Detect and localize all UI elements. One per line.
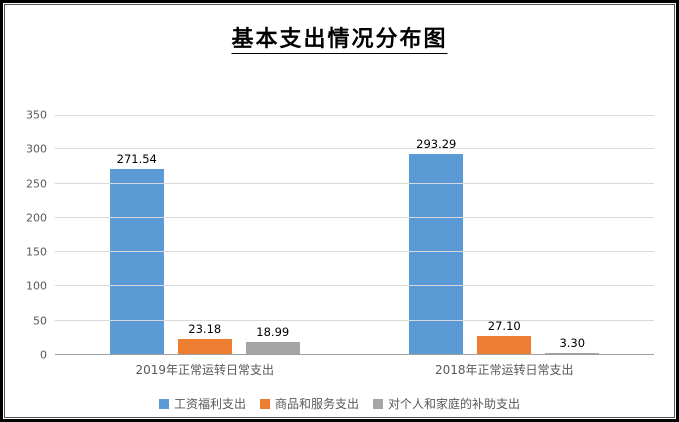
x-axis-label-1: 2019年正常运转日常支出 <box>135 363 275 377</box>
legend-swatch-icon <box>259 398 270 409</box>
legend-swatch-icon <box>373 398 383 409</box>
bar-series-3-group-2: 3.30 <box>545 336 600 355</box>
legend-item-2: 商品和服务支出 <box>259 395 359 412</box>
data-label: 18.99 <box>256 324 290 339</box>
legend-label: 商品和服务支出 <box>274 397 359 411</box>
y-tick-label-50: 50 <box>33 314 47 328</box>
bar-series-2-group-1: 23.18 <box>177 322 232 355</box>
bar-series-3-group-1: 18.99 <box>245 325 300 355</box>
y-tick-label-200: 200 <box>26 211 47 225</box>
gridline-200 <box>55 216 654 218</box>
y-tick-label-100: 100 <box>26 279 47 293</box>
bar-series-1-group-2: 293.29 <box>409 137 464 355</box>
legend-label: 工资福利支出 <box>173 397 246 411</box>
gridline-250 <box>55 182 654 184</box>
gridline-150 <box>55 251 654 253</box>
y-tick-label-0: 0 <box>40 348 47 362</box>
legend-item-3: 对个人和家庭的补助支出 <box>373 395 520 412</box>
bar-series-1-group-1: 271.54 <box>109 152 164 355</box>
data-label: 271.54 <box>116 151 157 166</box>
x-axis-line <box>55 354 654 355</box>
y-tick-label-250: 250 <box>26 177 47 191</box>
x-axis-label-2: 2018年正常运转日常支出 <box>434 363 574 377</box>
data-label: 3.30 <box>559 335 586 350</box>
legend-label: 对个人和家庭的补助支出 <box>388 397 521 411</box>
y-tick-label-350: 350 <box>26 108 47 122</box>
gridline-300 <box>55 148 654 150</box>
gridline-100 <box>55 285 654 287</box>
plot-area: 271.54 23.18 18.99 293.29 27.10 3.30 0 50 100 15… <box>26 109 654 362</box>
bar-group-2: 293.29 27.10 3.30 <box>355 115 655 355</box>
y-tick-label-150: 150 <box>26 245 47 259</box>
data-label: 293.29 <box>416 136 457 151</box>
legend-item-1: 工资福利支出 <box>158 395 246 412</box>
chart-title: 基本支出情况分布图 <box>231 26 448 52</box>
gridline-350 <box>55 115 654 116</box>
bar-group-1: 271.54 23.18 18.99 <box>55 115 355 355</box>
x-axis-labels: 2019年正常运转日常支出 2018年正常运转日常支出 <box>55 361 654 378</box>
bar-series-2-group-2: 27.10 <box>477 319 532 355</box>
gridline-50 <box>55 319 654 321</box>
legend: 工资福利支出 商品和服务支出 对个人和家庭的补助支出 <box>3 395 676 412</box>
bar-groups: 271.54 23.18 18.99 293.29 27.10 3.30 <box>55 115 654 355</box>
legend-swatch-icon <box>158 398 169 409</box>
y-tick-label-300: 300 <box>26 142 47 156</box>
data-label: 23.18 <box>188 322 222 337</box>
data-label: 27.10 <box>487 319 521 334</box>
